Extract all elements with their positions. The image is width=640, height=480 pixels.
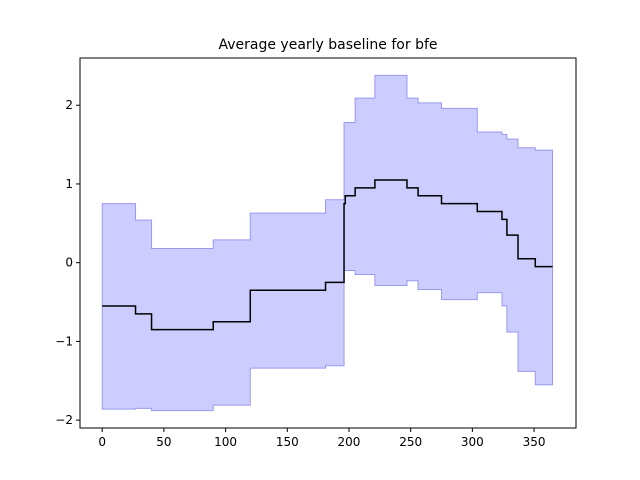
y-tick-label: 0 bbox=[65, 256, 73, 270]
x-tick-label: 350 bbox=[523, 435, 546, 449]
x-tick-label: 250 bbox=[399, 435, 422, 449]
x-tick-label: 150 bbox=[276, 435, 299, 449]
y-tick-label: 2 bbox=[65, 98, 73, 112]
mean-line-layer bbox=[102, 179, 553, 331]
confidence-band-area bbox=[101, 74, 554, 412]
plot-frame bbox=[79, 57, 577, 429]
y-tick-label: 1 bbox=[65, 177, 73, 191]
x-tick-label: 200 bbox=[338, 435, 361, 449]
x-axis: 0 50 100 150 200 250 300 350 bbox=[98, 428, 546, 449]
y-tick-label: −1 bbox=[55, 334, 73, 348]
x-tick-label: 300 bbox=[461, 435, 484, 449]
y-tick-label: −2 bbox=[55, 413, 73, 427]
chart-title: Average yearly baseline for bfe bbox=[218, 37, 437, 53]
confidence-band bbox=[101, 74, 554, 412]
x-tick-label: 100 bbox=[214, 435, 237, 449]
x-tick-label: 0 bbox=[98, 435, 106, 449]
y-axis: −2 −1 0 1 2 bbox=[55, 98, 80, 427]
x-tick-label: 50 bbox=[156, 435, 171, 449]
mean-line bbox=[102, 179, 553, 331]
